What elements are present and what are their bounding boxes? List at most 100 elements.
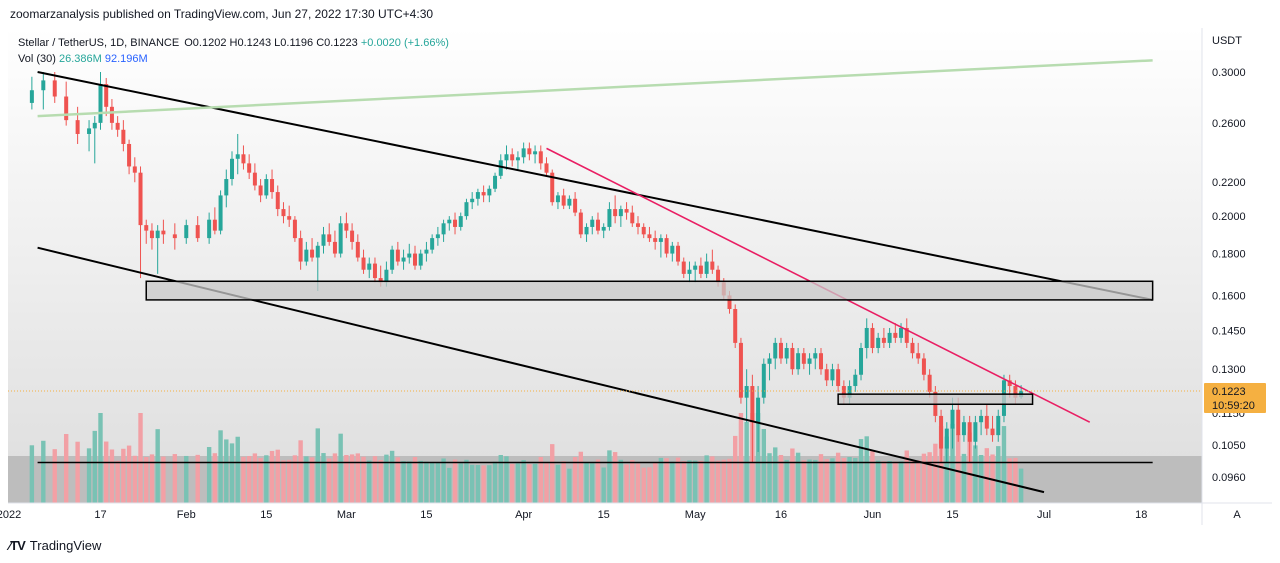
candle-body: [464, 202, 469, 217]
candle-body: [939, 415, 944, 449]
volume-bar: [818, 454, 824, 503]
volume-bar: [418, 460, 423, 503]
candle-body: [653, 238, 658, 242]
candle-body: [252, 172, 257, 186]
candle-body: [595, 219, 600, 231]
volume-bar: [441, 458, 446, 503]
candle-body: [395, 249, 400, 262]
volume-bar: [498, 455, 503, 503]
volume-bar: [864, 436, 869, 503]
volume-bar: [309, 457, 315, 503]
volume-bar: [635, 463, 641, 503]
candle-body: [372, 263, 377, 279]
zone-box: [145, 280, 1154, 301]
candle-body: [270, 179, 275, 193]
candle-body: [533, 151, 538, 155]
volume-bar: [286, 459, 292, 503]
volume-bar: [298, 440, 303, 503]
legend-open: O0.1202: [184, 37, 227, 49]
candle-body: [801, 353, 806, 364]
candle-body: [624, 209, 629, 213]
candle-body: [979, 415, 984, 423]
candle-body: [41, 80, 46, 91]
candle-body: [407, 253, 412, 258]
chart-background: [8, 28, 1202, 503]
volume-bar: [252, 453, 258, 503]
countdown-label: 10:59:20: [1212, 400, 1255, 412]
x-tick-label: Mar: [337, 509, 356, 521]
candle-body: [601, 226, 606, 231]
volume-bar: [372, 456, 378, 503]
axis-currency: USDT: [1212, 35, 1242, 47]
candle-body: [853, 374, 858, 387]
candle-body: [344, 223, 349, 231]
volume-bar: [395, 457, 401, 503]
volume-bar: [738, 413, 744, 503]
volume-bar: [195, 454, 200, 503]
volume-bar: [435, 462, 441, 503]
volume-bar: [692, 460, 698, 503]
candle-body: [750, 386, 755, 423]
candle-body: [687, 269, 692, 274]
x-tick-label: 15: [946, 509, 958, 521]
candle-body: [207, 219, 212, 239]
candle-body: [29, 90, 34, 103]
candles: [29, 72, 1024, 463]
volume-bar: [687, 460, 692, 503]
x-tick-label: 2022: [0, 509, 21, 521]
legend-vol-ma: 92.196M: [104, 53, 148, 65]
volume-bar: [241, 456, 246, 503]
candle-body: [984, 415, 989, 429]
candle-body: [847, 386, 852, 398]
volume-bar: [721, 459, 726, 503]
candle-body: [424, 249, 429, 254]
volume-bar: [275, 449, 280, 503]
volume-bar: [264, 455, 269, 503]
x-tick-label: 17: [94, 509, 106, 521]
candle-body: [430, 238, 435, 250]
candle-body: [836, 369, 841, 387]
volume-bar: [704, 455, 709, 503]
candle-body: [390, 249, 395, 270]
volume-bar: [447, 467, 452, 503]
candle-body: [132, 166, 137, 173]
auto-scale-toggle[interactable]: A: [1233, 509, 1241, 521]
volume-bar: [464, 459, 469, 503]
candle-body: [618, 209, 623, 217]
volume-bar: [835, 452, 841, 503]
tradingview-brand[interactable]: ⁄TV TradingView: [9, 538, 101, 553]
volume-bars: [29, 413, 1024, 503]
volume-bar: [269, 450, 275, 503]
candle-body: [859, 348, 864, 375]
candle-body: [87, 128, 92, 134]
volume-bar: [870, 450, 875, 503]
volume-bar: [246, 456, 252, 503]
candle-body: [698, 265, 703, 274]
volume-bar: [601, 467, 606, 503]
volume-bar: [961, 453, 967, 503]
candle-body: [870, 327, 875, 349]
candle-body: [515, 157, 520, 161]
volume-bar: [407, 461, 412, 503]
volume-bar: [75, 441, 80, 503]
volume-bar: [332, 453, 338, 503]
candle-body: [144, 225, 149, 231]
volume-bar: [681, 461, 686, 503]
volume-bar: [996, 446, 1001, 503]
candle-body: [52, 80, 57, 97]
volume-bar: [893, 461, 898, 503]
volume-bar: [898, 461, 904, 503]
y-tick-label: 0.3000: [1212, 67, 1246, 79]
candle-body: [807, 358, 812, 364]
volume-bar: [544, 463, 549, 503]
candle-body: [961, 422, 966, 436]
candle-body: [830, 369, 835, 381]
volume-bar: [109, 449, 115, 503]
candle-body: [1007, 380, 1012, 387]
candle-body: [367, 263, 372, 270]
volume-bar: [658, 457, 664, 503]
volume-bar: [595, 459, 601, 503]
candle-body: [138, 172, 143, 226]
volume-bar: [315, 428, 320, 503]
